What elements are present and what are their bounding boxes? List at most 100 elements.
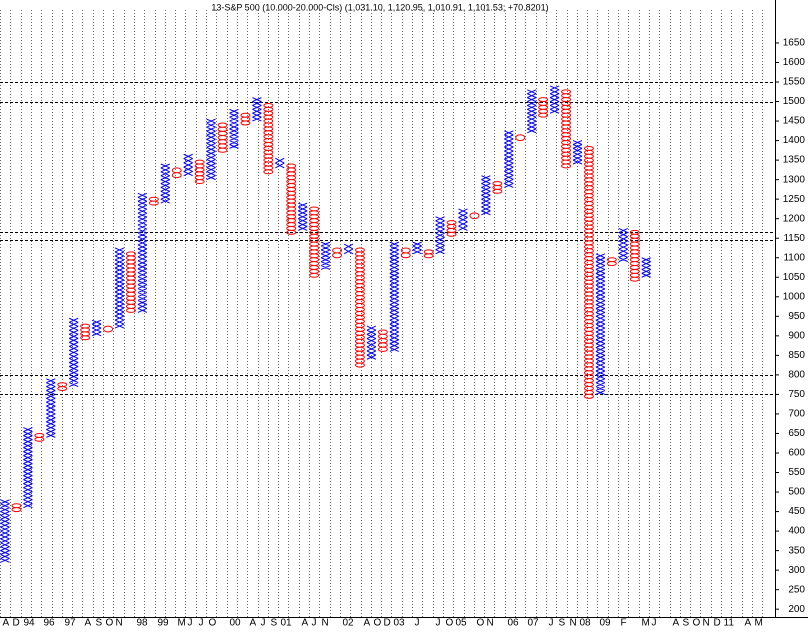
y-tick-label: 1300 <box>783 174 806 185</box>
y-tick-label: 250 <box>788 584 805 595</box>
x-column <box>572 140 583 165</box>
o-column <box>492 181 503 194</box>
o-column <box>400 247 411 259</box>
x-column <box>458 208 468 231</box>
o-column <box>11 503 22 513</box>
y-tick-label: 1400 <box>783 135 806 146</box>
x-tick-label: 96 <box>44 618 56 629</box>
x-column <box>527 89 537 134</box>
y-tick-label: 850 <box>788 350 805 361</box>
x-tick-label: 06 <box>508 618 520 629</box>
x-column <box>595 253 606 395</box>
y-tick-label: 400 <box>788 526 805 537</box>
x-tick-label: A <box>85 618 92 629</box>
x-tick-label: 11 <box>724 618 735 629</box>
x-tick-label: J <box>312 618 317 629</box>
o-column <box>286 163 297 235</box>
y-tick-label: 800 <box>788 370 805 381</box>
x-tick-label: S <box>683 618 690 629</box>
o-column <box>561 89 572 169</box>
x-tick-label: A <box>745 618 752 629</box>
x-column <box>275 157 285 169</box>
y-tick-label: 1500 <box>783 96 806 107</box>
y-tick-label: 1050 <box>783 272 806 283</box>
o-column <box>80 323 91 341</box>
x-column <box>160 163 170 204</box>
x-column <box>206 118 216 181</box>
x-column <box>46 378 56 438</box>
o-column <box>377 329 388 352</box>
x-tick-label: 08 <box>580 618 592 629</box>
x-tick-label: 01 <box>281 618 293 629</box>
x-column <box>389 241 399 352</box>
o-column <box>423 249 434 259</box>
o-column <box>194 159 205 185</box>
x-column <box>114 247 125 329</box>
o-column <box>354 247 365 368</box>
o-column <box>148 196 159 206</box>
o-column <box>125 251 136 313</box>
x-tick-label: J <box>415 618 420 629</box>
x-tick-label: J <box>436 618 441 629</box>
x-tick-label: 00 <box>230 618 242 629</box>
x-column <box>68 317 79 388</box>
x-tick-label: J <box>652 618 657 629</box>
x-column <box>412 241 422 255</box>
x-tick-label: M <box>755 618 763 629</box>
y-tick-label: 650 <box>788 428 805 439</box>
y-tick-label: 1450 <box>783 116 806 127</box>
o-column <box>309 206 320 278</box>
chart-title: 13-S&P 500 (10.000-20.000-Cls) (1,031.10… <box>211 2 548 12</box>
y-tick-label: 200 <box>788 604 805 615</box>
o-column <box>332 247 343 259</box>
x-tick-label: 07 <box>528 618 540 629</box>
x-tick-label: O <box>477 618 485 629</box>
x-tick-label: M <box>642 618 650 629</box>
x-tick-label: D <box>13 618 20 629</box>
y-tick-label: 950 <box>788 311 805 322</box>
x-tick-label: O <box>106 618 114 629</box>
x-column <box>298 202 308 231</box>
x-tick-label: M <box>178 618 186 629</box>
x-tick-label: J <box>188 618 193 629</box>
x-tick-label: N <box>322 618 329 629</box>
x-column <box>549 85 560 114</box>
x-tick-label: S <box>96 618 103 629</box>
y-tick-label: 1200 <box>783 213 806 224</box>
x-tick-label: D <box>384 618 391 629</box>
y-tick-label: 500 <box>788 487 805 498</box>
x-tick-label: O <box>209 618 217 629</box>
x-tick-label: S <box>559 618 566 629</box>
y-tick-label: 1100 <box>783 252 805 263</box>
x-tick-label: 03 <box>394 618 406 629</box>
y-tick-label: 450 <box>788 506 805 517</box>
x-tick-label: A <box>250 618 257 629</box>
o-column <box>538 97 549 118</box>
y-tick-label: 1350 <box>783 155 806 166</box>
y-tick-label: 300 <box>788 565 805 576</box>
y-tick-label: 350 <box>788 545 805 556</box>
o-column <box>263 102 274 175</box>
x-tick-label: F <box>621 618 627 629</box>
x-column <box>23 427 33 509</box>
x-column <box>183 153 193 177</box>
x-tick-label: N <box>487 618 494 629</box>
x-tick-label: O <box>693 618 701 629</box>
y-tick-label: 1550 <box>783 77 806 88</box>
x-tick-label: J <box>549 618 554 629</box>
y-tick-label: 750 <box>788 389 805 400</box>
x-tick-label: N <box>703 618 710 629</box>
x-tick-label: D <box>714 618 721 629</box>
x-tick-label: A <box>673 618 680 629</box>
x-column <box>366 325 377 360</box>
y-tick-label: 700 <box>788 409 805 420</box>
x-tick-label: A <box>364 618 371 629</box>
x-tick-label: S <box>271 618 278 629</box>
x-column <box>0 499 10 563</box>
y-tick-label: 900 <box>788 330 805 341</box>
o-column <box>217 122 228 153</box>
y-tick-label: 550 <box>788 467 805 478</box>
o-column <box>469 212 480 220</box>
o-column <box>103 325 114 333</box>
